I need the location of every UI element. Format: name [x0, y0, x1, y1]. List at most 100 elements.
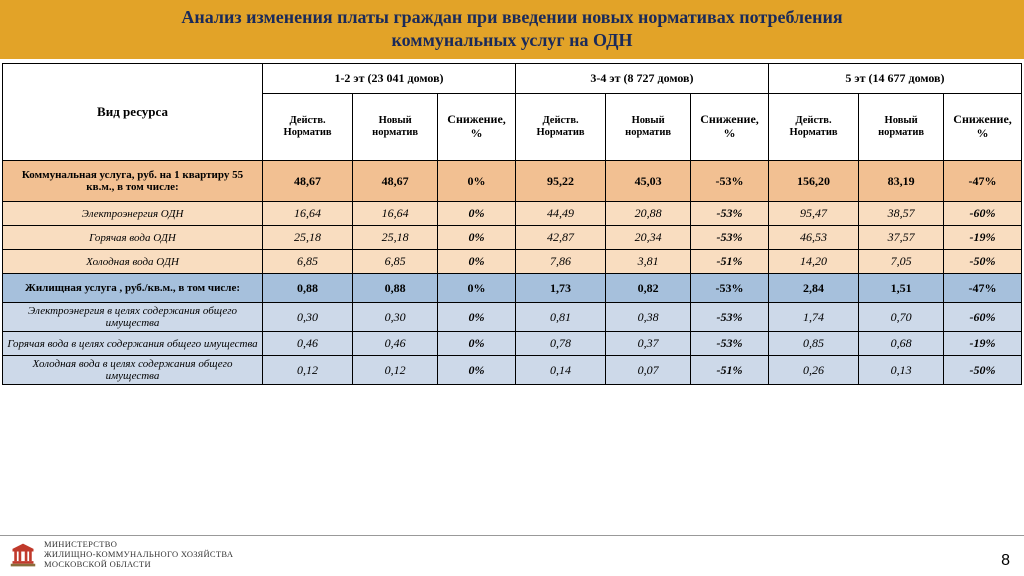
- cell: -19%: [944, 332, 1022, 356]
- cell: 0%: [438, 161, 516, 202]
- sub-1-1: Новый норматив: [606, 94, 691, 161]
- cell: 0,85: [768, 332, 858, 356]
- emblem-icon: [8, 540, 38, 570]
- table-row: Электроэнергия в целях содержания общего…: [3, 303, 1022, 332]
- cell: 0,38: [606, 303, 691, 332]
- table-row: Электроэнергия ОДН16,6416,640%44,4920,88…: [3, 202, 1022, 226]
- cell: 0,70: [859, 303, 944, 332]
- cell: 95,22: [515, 161, 605, 202]
- row-label: Горячая вода ОДН: [3, 226, 263, 250]
- cell: -50%: [944, 356, 1022, 385]
- cell: 1,73: [515, 274, 605, 303]
- cell: 0%: [438, 303, 516, 332]
- cell: 0,07: [606, 356, 691, 385]
- row-label: Коммунальная услуга, руб. на 1 квартиру …: [3, 161, 263, 202]
- cell: -53%: [691, 161, 769, 202]
- cell: 0,78: [515, 332, 605, 356]
- cell: 0,68: [859, 332, 944, 356]
- title-line-2: коммунальных услуг на ОДН: [20, 29, 1004, 52]
- cell: 0%: [438, 226, 516, 250]
- cell: 42,87: [515, 226, 605, 250]
- footer-text: МИНИСТЕРСТВО ЖИЛИЩНО-КОММУНАЛЬНОГО ХОЗЯЙ…: [44, 540, 233, 569]
- row-label: Холодная вода в целях содержания общего …: [3, 356, 263, 385]
- cell: -53%: [691, 202, 769, 226]
- cell: 45,03: [606, 161, 691, 202]
- cell: 0,46: [263, 332, 353, 356]
- sub-2-1: Новый норматив: [859, 94, 944, 161]
- footer-line-3: МОСКОВСКОЙ ОБЛАСТИ: [44, 560, 233, 570]
- header-row-groups: Вид ресурса 1-2 эт (23 041 домов) 3-4 эт…: [3, 64, 1022, 94]
- cell: 0,81: [515, 303, 605, 332]
- cell: 16,64: [263, 202, 353, 226]
- cell: -47%: [944, 161, 1022, 202]
- group-header-1: 3-4 эт (8 727 домов): [515, 64, 768, 94]
- cell: 156,20: [768, 161, 858, 202]
- table-row: Горячая вода ОДН25,1825,180%42,8720,34-5…: [3, 226, 1022, 250]
- cell: 20,34: [606, 226, 691, 250]
- table-row: Жилищная услуга , руб./кв.м., в том числ…: [3, 274, 1022, 303]
- cell: 0%: [438, 250, 516, 274]
- row-label: Электроэнергия ОДН: [3, 202, 263, 226]
- cell: 1,51: [859, 274, 944, 303]
- cell: 38,57: [859, 202, 944, 226]
- cell: 83,19: [859, 161, 944, 202]
- cell: 0,13: [859, 356, 944, 385]
- cell: 44,49: [515, 202, 605, 226]
- cell: -53%: [691, 332, 769, 356]
- cell: -53%: [691, 226, 769, 250]
- cell: 0,14: [515, 356, 605, 385]
- group-header-0: 1-2 эт (23 041 домов): [263, 64, 516, 94]
- row-label: Жилищная услуга , руб./кв.м., в том числ…: [3, 274, 263, 303]
- cell: 7,86: [515, 250, 605, 274]
- cell: 25,18: [353, 226, 438, 250]
- cell: -51%: [691, 356, 769, 385]
- sub-0-2: Снижение, %: [438, 94, 516, 161]
- table-row: Холодная вода ОДН6,856,850%7,863,81-51%1…: [3, 250, 1022, 274]
- cell: 48,67: [263, 161, 353, 202]
- cell: 16,64: [353, 202, 438, 226]
- row-label: Горячая вода в целях содержания общего и…: [3, 332, 263, 356]
- cell: 48,67: [353, 161, 438, 202]
- sub-0-1: Новый норматив: [353, 94, 438, 161]
- cell: 1,74: [768, 303, 858, 332]
- group-header-2: 5 эт (14 677 домов): [768, 64, 1021, 94]
- row-label: Электроэнергия в целях содержания общего…: [3, 303, 263, 332]
- cell: -53%: [691, 303, 769, 332]
- table-container: Вид ресурса 1-2 эт (23 041 домов) 3-4 эт…: [0, 59, 1024, 385]
- cell: 3,81: [606, 250, 691, 274]
- sub-2-0: Действ. Норматив: [768, 94, 858, 161]
- cell: 0,88: [353, 274, 438, 303]
- cell: 0,37: [606, 332, 691, 356]
- cell: -60%: [944, 303, 1022, 332]
- cell: 25,18: [263, 226, 353, 250]
- table-row: Горячая вода в целях содержания общего и…: [3, 332, 1022, 356]
- cell: -51%: [691, 250, 769, 274]
- cell: -19%: [944, 226, 1022, 250]
- cell: 0%: [438, 356, 516, 385]
- cell: 0,26: [768, 356, 858, 385]
- cell: 0,30: [353, 303, 438, 332]
- footer: МИНИСТЕРСТВО ЖИЛИЩНО-КОММУНАЛЬНОГО ХОЗЯЙ…: [0, 535, 1024, 576]
- slide-title: Анализ изменения платы граждан при введе…: [0, 0, 1024, 59]
- cell: 0%: [438, 332, 516, 356]
- sub-1-0: Действ. Норматив: [515, 94, 605, 161]
- resource-header: Вид ресурса: [3, 64, 263, 161]
- sub-1-2: Снижение, %: [691, 94, 769, 161]
- analysis-table: Вид ресурса 1-2 эт (23 041 домов) 3-4 эт…: [2, 63, 1022, 385]
- cell: 0,30: [263, 303, 353, 332]
- title-line-1: Анализ изменения платы граждан при введе…: [20, 6, 1004, 29]
- cell: 6,85: [353, 250, 438, 274]
- cell: 0,12: [263, 356, 353, 385]
- cell: 20,88: [606, 202, 691, 226]
- cell: 95,47: [768, 202, 858, 226]
- row-label: Холодная вода ОДН: [3, 250, 263, 274]
- cell: 14,20: [768, 250, 858, 274]
- table-row: Холодная вода в целях содержания общего …: [3, 356, 1022, 385]
- cell: 0,12: [353, 356, 438, 385]
- cell: 0,82: [606, 274, 691, 303]
- sub-2-2: Снижение, %: [944, 94, 1022, 161]
- table-body: Коммунальная услуга, руб. на 1 квартиру …: [3, 161, 1022, 385]
- cell: 0%: [438, 202, 516, 226]
- cell: 37,57: [859, 226, 944, 250]
- sub-0-0: Действ. Норматив: [263, 94, 353, 161]
